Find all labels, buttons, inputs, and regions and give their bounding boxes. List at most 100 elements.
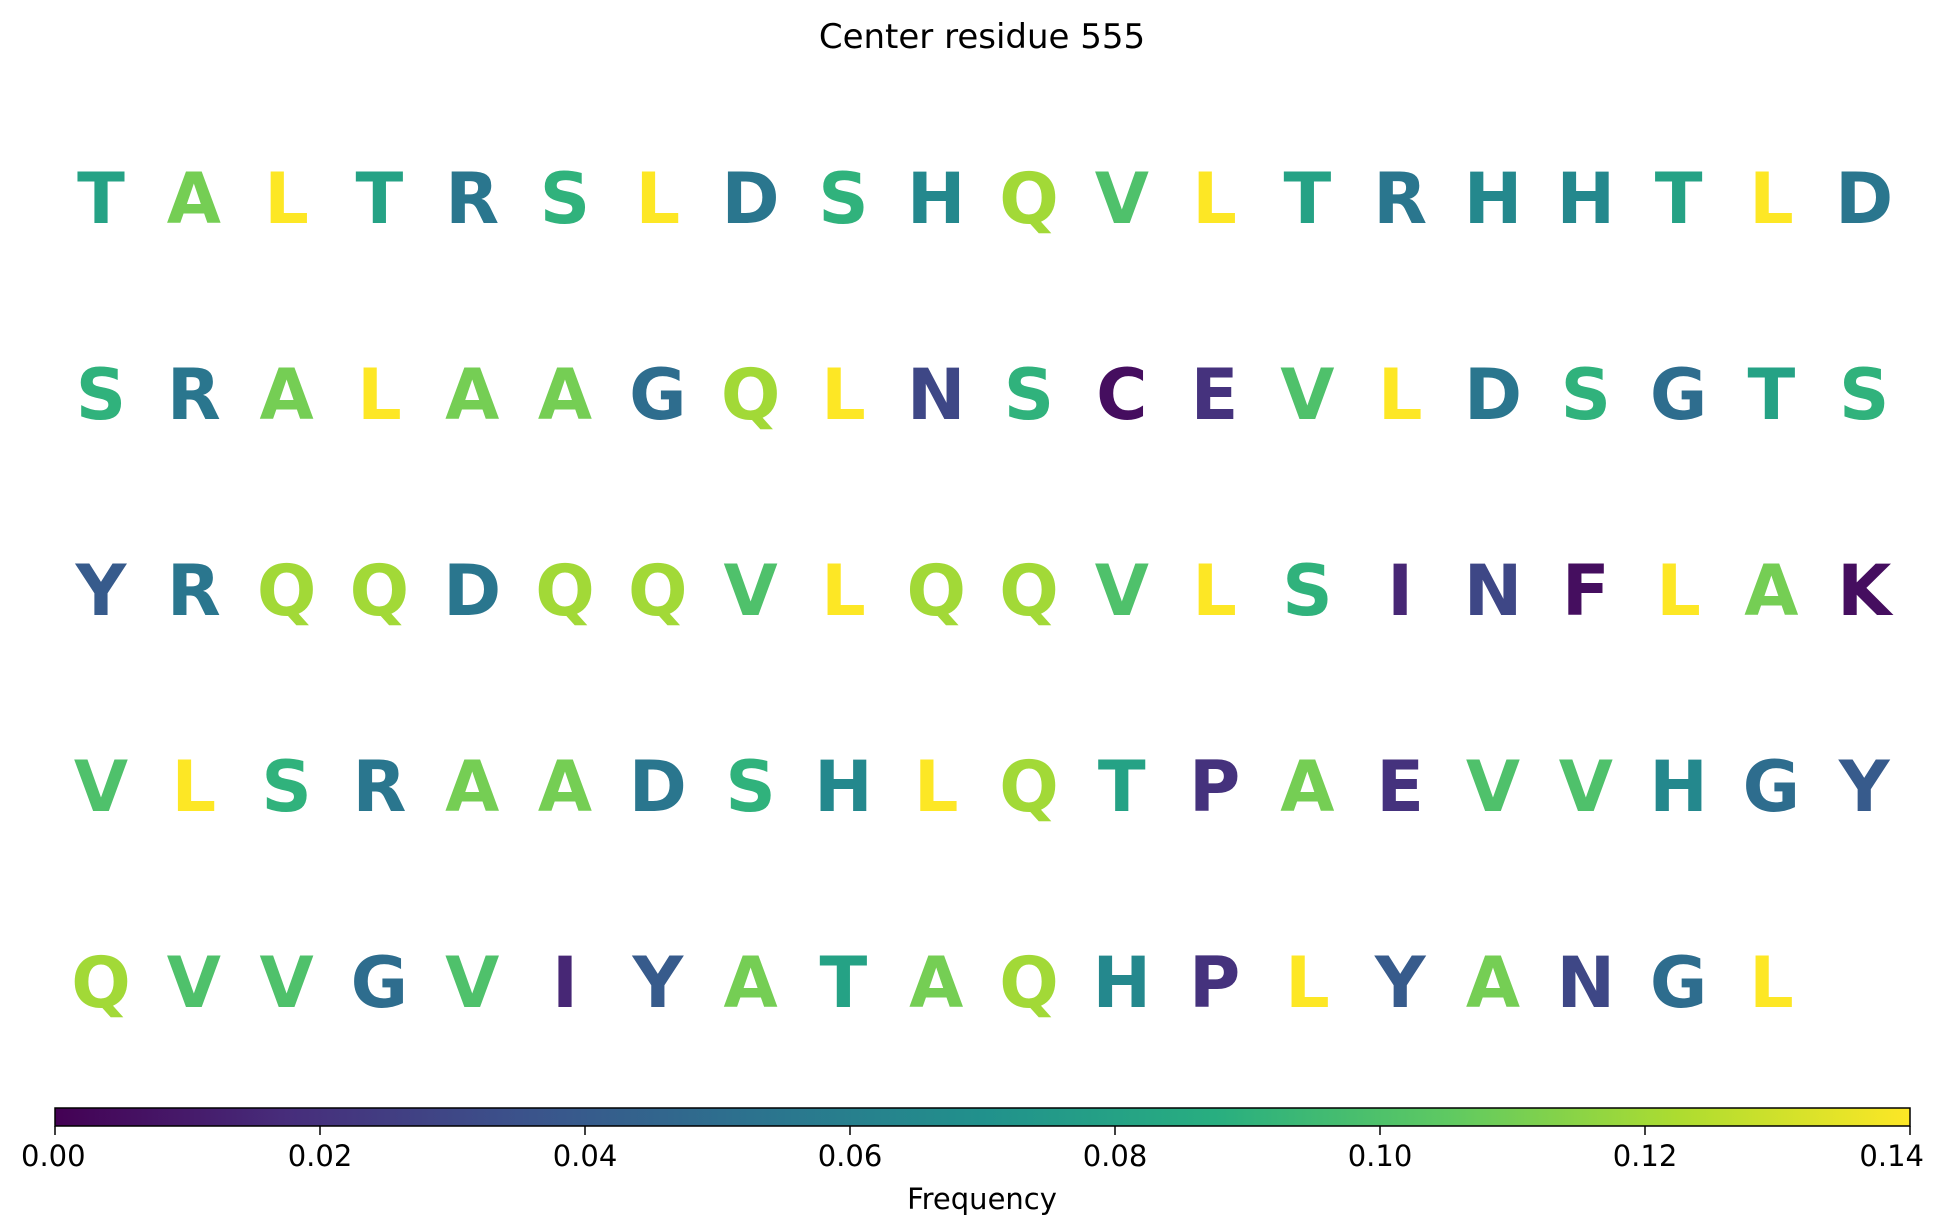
residue-letter: T <box>77 158 125 240</box>
residue-letter: L <box>914 746 959 828</box>
residue-letter: P <box>1189 942 1240 1024</box>
residue-letter: Y <box>631 942 684 1024</box>
residue-letter: A <box>1466 942 1520 1024</box>
residue-letter: A <box>538 746 592 828</box>
colorbar-tick-label: 0.12 <box>1613 1139 1678 1173</box>
residue-letter: S <box>725 746 775 828</box>
residue-letter: T <box>1748 354 1796 436</box>
residue-letter: R <box>167 354 221 436</box>
residue-letter: Q <box>999 550 1059 632</box>
colorbar-tick-label: 0.10 <box>1348 1139 1413 1173</box>
residue-letter: N <box>1464 550 1523 632</box>
residue-letter: S <box>1282 550 1332 632</box>
residue-letter: R <box>1373 158 1427 240</box>
residue-letter: Q <box>999 158 1059 240</box>
residue-letter: V <box>1559 746 1613 828</box>
residue-letter: Q <box>257 550 317 632</box>
residue-letter: L <box>357 354 402 436</box>
residue-letter: C <box>1096 354 1147 436</box>
residue-letter: K <box>1837 550 1894 632</box>
residue-letter: D <box>722 158 780 240</box>
residue-letter: I <box>552 942 578 1024</box>
residue-letter: Q <box>906 550 966 632</box>
colorbar-tick-label: 0.08 <box>1083 1139 1148 1173</box>
colorbar-ticks: 0.00 0.02 0.04 0.06 0.08 0.10 0.12 0.14 <box>21 1126 1924 1173</box>
residue-letter: V <box>260 942 314 1024</box>
residue-letter: A <box>538 354 592 436</box>
residue-letter: S <box>540 158 590 240</box>
residue-letter: Q <box>628 550 688 632</box>
colorbar: 0.00 0.02 0.04 0.06 0.08 0.10 0.12 0.14 Frequen… <box>21 1107 1924 1216</box>
residue-letter: H <box>1093 942 1152 1024</box>
residue-letter: V <box>167 942 221 1024</box>
residue-letter: V <box>1095 158 1149 240</box>
residue-letter: A <box>1744 550 1798 632</box>
residue-letter: S <box>1004 354 1054 436</box>
residue-letter: I <box>1387 550 1413 632</box>
residue-letter: V <box>74 746 128 828</box>
chart-title: Center residue 555 <box>819 17 1145 57</box>
residue-letter: P <box>1189 746 1240 828</box>
residue-grid: T A L T R S L D S H Q V L T R H H T L DS R A L A A G Q L N S C E V L D S G T S… <box>71 158 1894 1024</box>
residue-letter: A <box>1280 746 1334 828</box>
residue-letter: L <box>1285 942 1330 1024</box>
residue-letter: V <box>1095 550 1149 632</box>
residue-letter: D <box>1464 354 1522 436</box>
residue-letter: R <box>445 158 499 240</box>
colorbar-tick-label: 0.00 <box>21 1139 86 1173</box>
residue-letter: H <box>1649 746 1708 828</box>
residue-letter: F <box>1562 550 1610 632</box>
residue-letter: S <box>76 354 126 436</box>
residue-letter: S <box>1839 354 1889 436</box>
residue-letter: G <box>351 942 408 1024</box>
residue-letter: L <box>1192 550 1237 632</box>
residue-letter: D <box>629 746 687 828</box>
residue-letter: L <box>635 158 680 240</box>
residue-letter: G <box>1743 746 1800 828</box>
residue-letter: L <box>171 746 216 828</box>
residue-letter: A <box>260 354 314 436</box>
residue-letter: L <box>1378 354 1423 436</box>
residue-letter: T <box>820 942 868 1024</box>
colorbar-tick-label: 0.02 <box>288 1139 353 1173</box>
residue-letter: V <box>724 550 778 632</box>
residue-letter: V <box>1280 354 1334 436</box>
residue-letter: N <box>907 354 966 436</box>
residue-letter: N <box>1557 942 1616 1024</box>
residue-letter: G <box>1650 354 1707 436</box>
residue-letter: H <box>907 158 966 240</box>
residue-letter: H <box>1464 158 1523 240</box>
colorbar-tick-label: 0.14 <box>1859 1139 1924 1173</box>
residue-letter: Q <box>721 354 781 436</box>
residue-letter: G <box>1650 942 1707 1024</box>
residue-letter: Q <box>999 942 1059 1024</box>
residue-letter: D <box>1835 158 1893 240</box>
residue-letter: A <box>909 942 963 1024</box>
residue-letter: V <box>445 942 499 1024</box>
residue-letter: T <box>356 158 404 240</box>
residue-letter: Y <box>1374 942 1427 1024</box>
residue-letter: Q <box>535 550 595 632</box>
residue-letter: Q <box>350 550 410 632</box>
residue-letter: H <box>1557 158 1616 240</box>
residue-letter: A <box>724 942 778 1024</box>
residue-letter: S <box>1561 354 1611 436</box>
residue-letter: V <box>1466 746 1520 828</box>
residue-letter: L <box>1656 550 1701 632</box>
residue-letter: L <box>1749 942 1794 1024</box>
residue-letter: R <box>167 550 221 632</box>
residue-letter: S <box>818 158 868 240</box>
colorbar-tick-label: 0.04 <box>553 1139 618 1173</box>
residue-letter: H <box>814 746 873 828</box>
residue-letter: T <box>1284 158 1332 240</box>
colorbar-label: Frequency <box>907 1182 1057 1216</box>
residue-letter: L <box>264 158 309 240</box>
residue-letter: G <box>629 354 686 436</box>
residue-letter: R <box>352 746 406 828</box>
residue-letter: Q <box>71 942 131 1024</box>
residue-letter: A <box>445 746 499 828</box>
residue-letter: E <box>1191 354 1239 436</box>
residue-letter: Y <box>1838 746 1891 828</box>
colorbar-gradient <box>54 1107 1911 1127</box>
